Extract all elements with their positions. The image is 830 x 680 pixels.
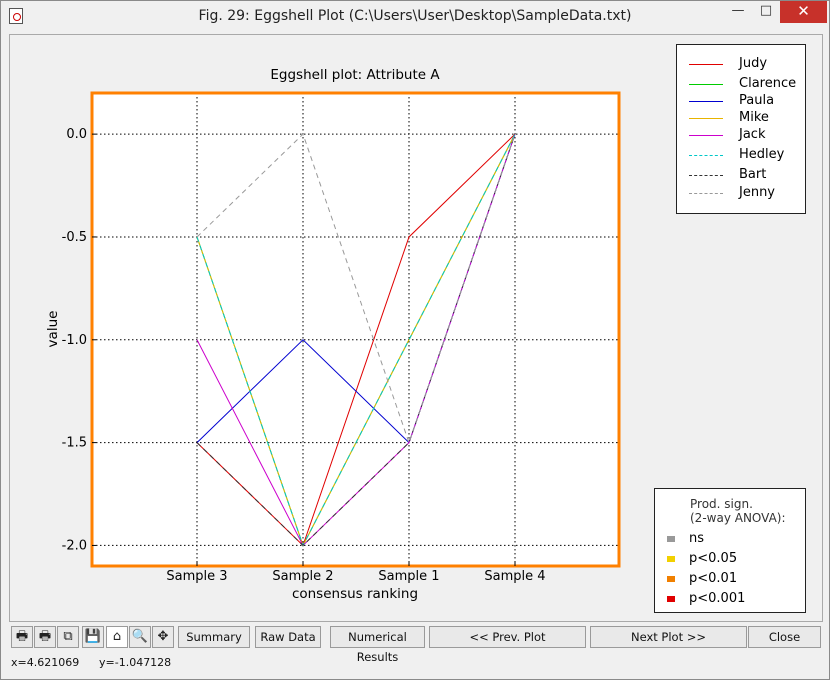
legend-label: Clarence xyxy=(739,76,797,91)
significance-entry: p<0.01 xyxy=(667,571,787,587)
title-bar[interactable]: Fig. 29: Eggshell Plot (C:\Users\User\De… xyxy=(1,1,829,31)
legend-entry-bart: Bart xyxy=(689,167,804,183)
numerical-results-button[interactable]: Numerical Results xyxy=(330,626,425,664)
significance-label: p<0.05 xyxy=(689,551,738,566)
significance-swatch xyxy=(667,536,675,542)
legend-entry-hedley: Hedley xyxy=(689,147,804,163)
legend-swatch xyxy=(689,135,723,136)
summary-button[interactable]: Summary xyxy=(178,626,250,648)
print-icon[interactable]: 🖶 xyxy=(11,626,33,648)
significance-entry: ns xyxy=(667,531,787,547)
window-title: Fig. 29: Eggshell Plot (C:\Users\User\De… xyxy=(198,8,632,24)
raw-data-button[interactable]: Raw Data xyxy=(255,626,321,648)
series-line-jenny xyxy=(196,133,516,445)
eggshell-chart: Sample 3 Sample 2 Sample 1 Sample 4 0.0 -0.5 -… xyxy=(45,67,621,602)
grid-lines xyxy=(92,93,619,566)
legend-swatch xyxy=(689,101,723,102)
significance-entry: p<0.001 xyxy=(667,591,787,607)
series-line-hedley xyxy=(196,133,516,547)
legend-label: Mike xyxy=(739,110,769,125)
legend-swatch xyxy=(689,193,723,194)
significance-entry: p<0.05 xyxy=(667,551,787,567)
significance-swatch xyxy=(667,596,675,602)
y-axis-label: value xyxy=(45,311,61,348)
legend-entry-paula: Paula xyxy=(689,93,804,109)
cursor-y-readout: y=-1.047128 xyxy=(99,656,172,669)
maximize-button[interactable]: □ xyxy=(759,3,773,18)
y-tick-label: -1.0 xyxy=(62,333,87,348)
legend-swatch xyxy=(689,84,723,85)
legend-swatch xyxy=(689,64,723,65)
next-plot-button[interactable]: Next Plot >> xyxy=(590,626,747,648)
series-line-bart xyxy=(196,133,516,547)
status-bar: x=4.621069 y=-1.047128 xyxy=(9,655,823,673)
series-line-jack xyxy=(196,133,516,547)
minimize-button[interactable]: — xyxy=(731,3,745,18)
y-tick-label: 0.0 xyxy=(66,127,87,142)
x-tick-label: Sample 3 xyxy=(166,569,227,584)
x-tick-label: Sample 4 xyxy=(484,569,545,584)
legend-swatch xyxy=(689,175,723,176)
legend-entry-jenny: Jenny xyxy=(689,185,804,201)
cursor-x-readout: x=4.621069 xyxy=(11,656,80,669)
legend-entry-jack: Jack xyxy=(689,127,804,143)
window-close-button[interactable]: ✕ xyxy=(780,1,827,23)
plot-frame-border xyxy=(90,91,621,568)
save-icon[interactable]: 💾 xyxy=(82,626,104,648)
significance-swatch xyxy=(667,556,675,562)
chart-title: Eggshell plot: Attribute A xyxy=(270,67,440,83)
legend-label: Paula xyxy=(739,93,775,108)
bottom-toolbar: 🖶 🖶 ⧉ 💾 ⌂ 🔍 ✥ Summary Raw Data Numerical Results <… xyxy=(9,626,823,664)
significance-label: p<0.001 xyxy=(689,591,746,606)
legend-label: Judy xyxy=(739,56,768,71)
legend-entry-mike: Mike xyxy=(689,110,804,126)
significance-legend: Prod. sign. (2-way ANOVA): ns p<0.05 p<0.0… xyxy=(654,488,806,613)
y-tick-label: -2.0 xyxy=(62,538,87,553)
significance-title-line1: Prod. sign. xyxy=(690,497,753,511)
legend-swatch xyxy=(689,118,723,119)
significance-label: p<0.01 xyxy=(689,571,738,586)
legend-label: Jenny xyxy=(739,185,776,200)
significance-legend-title: Prod. sign. (2-way ANOVA): xyxy=(690,497,786,525)
close-button[interactable]: Close xyxy=(748,626,821,648)
significance-title-line2: (2-way ANOVA): xyxy=(690,511,786,525)
series-lines xyxy=(196,133,516,547)
legend-label: Jack xyxy=(739,127,766,142)
home-icon[interactable]: ⌂ xyxy=(106,626,128,648)
legend-entry-judy: Judy xyxy=(689,56,804,72)
app-icon[interactable] xyxy=(9,8,23,24)
x-tick-label: Sample 2 xyxy=(272,569,333,584)
print-preview-icon[interactable]: 🖶 xyxy=(34,626,56,648)
significance-label: ns xyxy=(689,531,705,546)
zoom-icon[interactable]: 🔍 xyxy=(129,626,151,648)
significance-swatch xyxy=(667,576,675,582)
series-legend: Judy Clarence Paula Mike Jack Hedley Bart Jenny xyxy=(676,44,806,214)
legend-label: Hedley xyxy=(739,147,785,162)
legend-label: Bart xyxy=(739,167,767,182)
legend-swatch xyxy=(689,155,723,156)
copy-icon[interactable]: ⧉ xyxy=(57,626,79,648)
x-axis-label: consensus ranking xyxy=(292,586,418,602)
pan-icon[interactable]: ✥ xyxy=(152,626,174,648)
y-tick-label: -1.5 xyxy=(62,436,87,451)
prev-plot-button[interactable]: << Prev. Plot xyxy=(429,626,586,648)
axis-ticks: Sample 3 Sample 2 Sample 1 Sample 4 0.0 -0.5 -… xyxy=(62,127,546,584)
legend-entry-clarence: Clarence xyxy=(689,76,804,92)
x-tick-label: Sample 1 xyxy=(378,569,439,584)
y-tick-label: -0.5 xyxy=(62,230,87,245)
plot-area xyxy=(92,93,619,566)
